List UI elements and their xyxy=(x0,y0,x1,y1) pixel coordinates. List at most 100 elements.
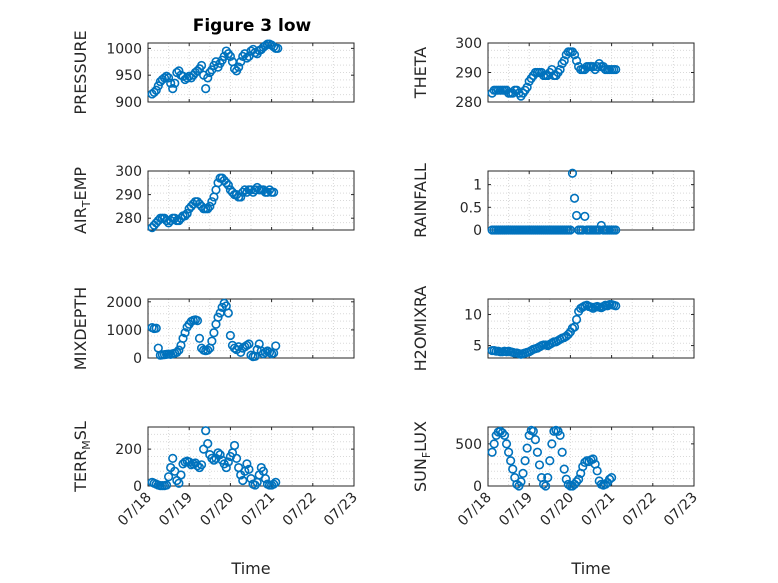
ylabel-5: MIXDEPTH xyxy=(71,287,90,370)
data-point xyxy=(246,350,256,360)
data-point xyxy=(207,336,217,346)
data-point xyxy=(203,345,213,355)
data-point xyxy=(563,329,573,340)
y-tick-label: 10 xyxy=(464,308,482,324)
data-point xyxy=(201,83,211,94)
data-point xyxy=(196,60,207,71)
data-point xyxy=(203,438,213,449)
data-point xyxy=(229,440,240,451)
data-point xyxy=(225,51,235,62)
data-point xyxy=(501,439,512,449)
data-point xyxy=(236,192,246,202)
data-point xyxy=(205,201,215,211)
data-point xyxy=(262,187,273,197)
data-point xyxy=(567,168,578,178)
subplot-2: 280 290 300 THETA xyxy=(411,36,695,111)
y-tick-label: 0 xyxy=(473,479,482,495)
data-point xyxy=(229,64,240,74)
data-point xyxy=(530,435,540,445)
data-point xyxy=(161,480,172,490)
data-point xyxy=(242,53,252,63)
data-point xyxy=(528,426,538,436)
data-point xyxy=(240,185,250,195)
data-point xyxy=(164,73,174,83)
data-point xyxy=(499,430,510,441)
data-point xyxy=(244,339,254,349)
data-point xyxy=(561,474,571,484)
data-point xyxy=(180,328,190,338)
data-point xyxy=(506,456,516,466)
data-point xyxy=(221,462,231,473)
data-point xyxy=(174,345,184,355)
data-point xyxy=(213,448,223,458)
ylabel-7: TERRMSL xyxy=(71,421,93,493)
xlabel: Time xyxy=(570,559,610,578)
y-tick-label: 300 xyxy=(455,36,482,52)
data-point xyxy=(571,314,582,325)
subplot-1: 900 950 1000 PRESSURE xyxy=(71,30,355,115)
data-point xyxy=(178,333,188,343)
series-markers xyxy=(147,39,283,99)
data-point xyxy=(571,56,582,66)
axes-box xyxy=(147,42,355,103)
series-markers xyxy=(487,425,617,491)
series-markers xyxy=(487,168,621,235)
series-markers xyxy=(487,47,621,101)
y-tick-label: 1 xyxy=(473,178,482,194)
data-point xyxy=(215,450,225,460)
y-tick-label: 0 xyxy=(133,351,142,367)
data-point xyxy=(271,477,281,487)
data-point xyxy=(223,180,233,190)
subplot-6: 5 10 H2OMIXRA xyxy=(411,286,695,371)
data-point xyxy=(532,447,543,457)
data-point xyxy=(223,457,233,467)
y-tick-label: 1000 xyxy=(106,323,142,339)
data-point xyxy=(545,456,555,466)
data-point xyxy=(194,333,205,343)
data-point xyxy=(611,64,621,75)
data-point xyxy=(225,330,235,341)
data-point xyxy=(273,43,283,53)
y-tick-label: 5 xyxy=(473,339,482,355)
subplot-3: 280 290 300 AIRTEMP xyxy=(71,164,355,234)
data-point xyxy=(244,464,254,475)
data-point xyxy=(588,454,598,464)
data-point xyxy=(221,178,231,188)
y-tick-label: 300 xyxy=(115,164,142,180)
data-point xyxy=(203,204,213,214)
data-point xyxy=(223,308,233,318)
ylabel-2: THETA xyxy=(411,47,430,99)
data-point xyxy=(172,347,182,357)
data-point xyxy=(196,460,207,470)
data-point xyxy=(604,474,615,484)
data-point xyxy=(271,341,281,351)
data-point xyxy=(557,447,567,457)
y-tick-label: 200 xyxy=(115,442,142,458)
data-point xyxy=(611,301,621,311)
data-point xyxy=(559,56,569,66)
series-markers xyxy=(147,426,281,491)
data-point xyxy=(563,479,573,489)
data-point xyxy=(520,456,530,466)
data-point xyxy=(252,344,262,355)
data-point xyxy=(153,81,163,91)
data-point xyxy=(518,468,528,478)
data-point xyxy=(555,64,565,75)
y-tick-label: 900 xyxy=(115,95,142,111)
data-point xyxy=(555,430,565,441)
series-markers xyxy=(147,298,281,362)
data-point xyxy=(176,470,186,480)
subplot-5: 0 1000 2000 MIXDEPTH xyxy=(71,287,355,370)
data-point xyxy=(592,466,602,476)
data-point xyxy=(569,193,580,203)
data-point xyxy=(269,187,279,197)
data-point xyxy=(238,475,248,486)
data-point xyxy=(534,460,545,470)
y-tick-label: 0 xyxy=(473,223,482,239)
axes-box xyxy=(487,298,695,359)
data-point xyxy=(201,426,211,436)
data-point xyxy=(174,478,184,488)
data-point xyxy=(242,340,252,350)
